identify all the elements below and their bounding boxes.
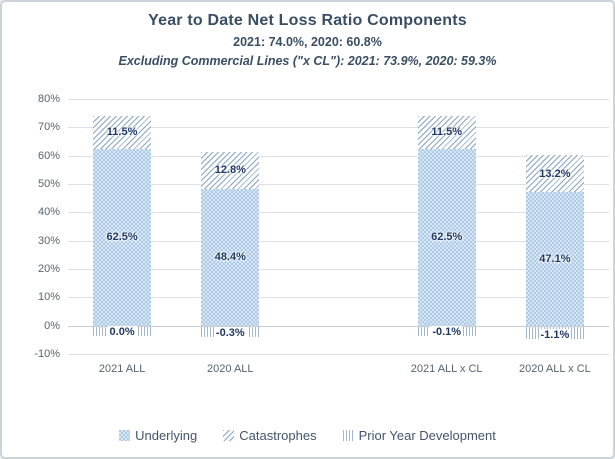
bar-segment-catastrophes: [201, 152, 260, 189]
chart-subtitle-totals: 2021: 74.0%, 2020: 60.8%: [233, 35, 382, 49]
data-label-catastrophes: 13.2%: [539, 167, 571, 180]
plot-area: 62.5% 11.5% 0.0% 2021 ALL 48.4% 12.8% -0.3% 202…: [68, 99, 609, 375]
data-label-catastrophes: 11.5%: [106, 126, 138, 139]
data-label-catastrophes: 11.5%: [431, 126, 462, 139]
data-label-catastrophes: 12.8%: [214, 164, 246, 177]
bar-segment-catastrophes: [93, 116, 152, 149]
x-axis-category-label: 2020 ALL: [207, 363, 254, 375]
gridline: [68, 325, 609, 327]
gridline: [68, 212, 609, 214]
legend-swatch-catastrophes: [223, 429, 235, 441]
legend-item-catastrophes: Catastrophes: [223, 427, 317, 443]
legend-label-prior-year-development: Prior Year Development: [358, 427, 496, 443]
data-label-underlying: 62.5%: [106, 231, 138, 244]
y-axis-tick-label: 40%: [37, 206, 60, 219]
gridline: [68, 354, 609, 355]
data-label-prior-year-development: 0.0%: [93, 325, 152, 338]
data-label-underlying: 48.4%: [214, 251, 246, 264]
y-axis-tick-label: -10%: [34, 348, 60, 360]
gridline: [68, 127, 609, 129]
gridline: [68, 99, 609, 100]
data-label-prior-year-development: -0.3%: [201, 326, 260, 339]
data-label-underlying: 62.5%: [431, 231, 463, 244]
pyd-label-text: -0.3%: [213, 326, 247, 339]
gridline: [68, 184, 609, 185]
bar-segment-catastrophes: [525, 154, 584, 193]
y-axis-tick-label: 20%: [37, 263, 60, 275]
pyd-label-text: 0.0%: [107, 325, 137, 338]
x-axis-category-label: 2021 ALL: [98, 363, 146, 375]
chart-subtitle-excluding-cl: Excluding Commercial Lines ("x CL"): 202…: [118, 54, 497, 68]
gridline: [68, 297, 609, 299]
pyd-label-text: -0.1%: [430, 325, 464, 338]
legend: Underlying Catastrophes Prior Year Devel…: [2, 425, 613, 445]
chart-title: Year to Date Net Loss Ratio Components: [148, 12, 467, 29]
y-axis-tick-label: 0%: [44, 319, 60, 332]
y-axis-tick-label: 50%: [37, 178, 60, 190]
x-axis-category-label: 2020 ALL x CL: [519, 363, 591, 375]
pyd-label-text: -1.1%: [538, 328, 572, 341]
y-axis-tick-label: 80%: [37, 93, 60, 105]
gridline: [68, 240, 609, 242]
bar-segment-underlying: [417, 148, 476, 326]
y-axis-tick-label: 60%: [37, 149, 60, 162]
bar-segment-underlying: [525, 192, 584, 326]
legend-item-underlying: Underlying: [119, 428, 197, 443]
legend-label-underlying: Underlying: [135, 427, 198, 443]
y-axis-tick-label: 30%: [37, 234, 60, 247]
legend-label-catastrophes: Catastrophes: [239, 427, 317, 443]
bar-segment-catastrophes: [417, 116, 476, 149]
gridline: [68, 155, 609, 157]
data-label-prior-year-development: -0.1%: [417, 325, 476, 338]
legend-item-prior-year-development: Prior Year Development: [342, 427, 496, 443]
gridline: [68, 269, 609, 270]
y-axis-tick-label: 70%: [37, 121, 60, 134]
legend-swatch-prior-year-development: [342, 429, 354, 441]
bar-segment-prior-year-development: [525, 326, 584, 330]
y-axis: 80% 70% 60% 50% 40% 30% 20% 10% 0% -10%: [2, 93, 60, 360]
data-label-underlying: 47.1%: [539, 252, 571, 265]
legend-swatch-underlying: [119, 429, 131, 441]
x-axis-category-label: 2021 ALL x CL: [410, 363, 483, 375]
bar-segment-underlying: [93, 148, 152, 326]
y-axis-tick-label: 10%: [37, 291, 60, 304]
data-label-prior-year-development: -1.1%: [525, 328, 584, 341]
bar-segment-underlying: [201, 188, 260, 326]
